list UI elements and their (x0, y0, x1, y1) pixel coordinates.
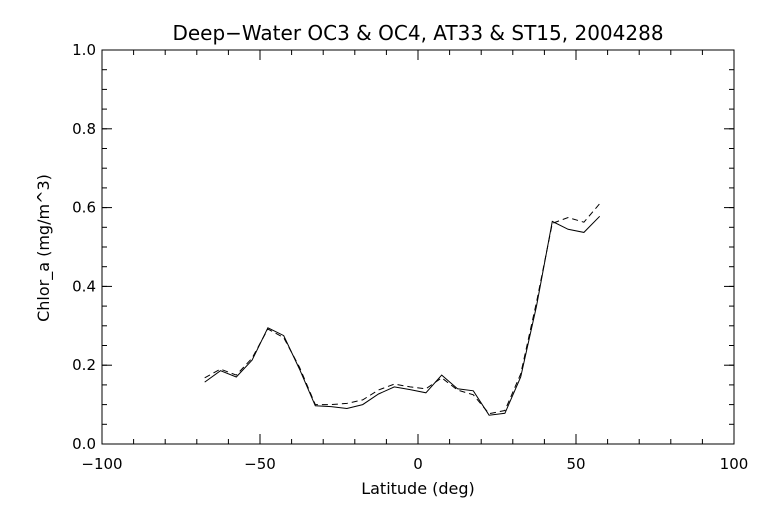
series-line-1-solid (204, 215, 601, 416)
y-tick-label: 1.0 (72, 41, 96, 59)
x-tick-label: 0 (413, 455, 423, 473)
y-tick-label: 0.6 (72, 199, 96, 217)
x-tick-label: 100 (720, 455, 749, 473)
x-axis-label: Latitude (deg) (361, 479, 475, 498)
chart-title: Deep−Water OC3 & OC4, AT33 & ST15, 20042… (172, 21, 663, 45)
y-tick-label: 0.0 (72, 435, 96, 453)
y-tick-label: 0.8 (72, 120, 96, 138)
series-layer (204, 203, 601, 416)
x-tick-label: −100 (81, 455, 122, 473)
x-tick-label: −50 (244, 455, 276, 473)
series-line-2-dashed (204, 203, 601, 415)
y-tick-label: 0.2 (72, 356, 96, 374)
y-tick-label: 0.4 (72, 277, 96, 295)
x-tick-label: 50 (566, 455, 585, 473)
y-axis-label: Chlor_a (mg/m^3) (34, 174, 54, 322)
plot-frame (101, 49, 735, 445)
axis-ticks: −100 −50 0 50 100 0.0 0.2 0.4 0.6 0.8 1.0 (72, 41, 748, 473)
